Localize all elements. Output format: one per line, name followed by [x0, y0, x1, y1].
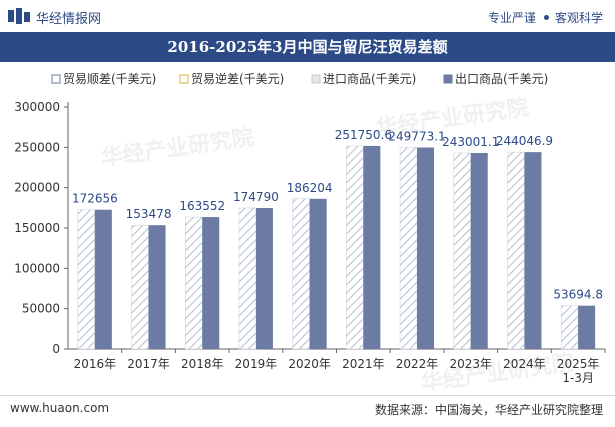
bar-exports	[524, 152, 542, 349]
data-label: 249773.1	[388, 130, 445, 144]
y-tick-label: 100000	[14, 261, 60, 275]
legend-swatch	[311, 74, 321, 84]
slogan-right: 客观科学	[554, 11, 603, 25]
bar-trade-surplus	[399, 147, 418, 350]
legend-label: 贸易顺差(千美元)	[63, 72, 156, 86]
bar-trade-surplus	[131, 224, 149, 350]
bar-trade-surplus	[453, 152, 471, 350]
data-label: 174790	[233, 190, 279, 204]
bar-chart: 贸易顺差(千美元) 贸易逆差(千美元) 进口商品(千美元) 出口商品(千美元) 0 50…	[14, 71, 606, 385]
y-tick-label: 200000	[14, 181, 60, 195]
y-tick-label: 150000	[14, 221, 60, 235]
data-label: 186204	[287, 181, 333, 195]
legend-item: 进口商品(千美元)	[311, 71, 416, 86]
bullet-icon	[543, 15, 549, 20]
bar-exports	[578, 305, 596, 349]
bar-exports	[470, 152, 488, 349]
legend-item: 贸易顺差(千美元)	[51, 72, 156, 86]
bar-exports	[363, 145, 381, 349]
bar-trade-surplus	[346, 145, 364, 350]
legend-swatch	[51, 74, 61, 84]
x-tick-label: 2021年	[342, 357, 385, 371]
bar-trade-surplus	[77, 209, 96, 350]
data-label: 163552	[179, 199, 225, 213]
bar-trade-surplus	[507, 151, 525, 350]
data-label: 244046.9	[496, 134, 553, 148]
y-axis: 0 50000 100000 150000 200000 250000 300000	[14, 100, 69, 356]
y-tick-label: 0	[52, 342, 60, 356]
legend-swatch	[179, 74, 189, 84]
logo-icon	[8, 8, 30, 24]
slogan: 专业严谨 客观科学	[488, 9, 603, 26]
bar-exports	[202, 217, 220, 349]
footer-divider	[0, 395, 615, 396]
bar-trade-surplus	[292, 198, 310, 350]
legend-label: 出口商品(千美元)	[455, 71, 548, 86]
brand-name: 华经情报网	[36, 12, 102, 27]
chart-title: 2016-2025年3月中国与留尼汪贸易差额	[167, 38, 448, 56]
data-label: 172656	[72, 192, 118, 206]
x-axis: 2016年 2017年 2018年 2019年 2020年 2021年 2022年 2023年…	[68, 348, 606, 385]
bar-exports	[255, 208, 273, 349]
x-tick-label: 2020年	[288, 357, 331, 371]
footer-source: 数据来源：中国海关，华经产业研究院整理	[374, 403, 603, 417]
bar-trade-surplus	[185, 216, 203, 350]
legend-item: 贸易逆差(千美元)	[179, 71, 284, 86]
data-label: 251750.6	[335, 128, 392, 142]
data-label: 243001.1	[442, 135, 499, 149]
slogan-left: 专业严谨	[487, 11, 536, 25]
data-label: 153478	[126, 207, 172, 221]
x-tick-label: 2018年	[181, 357, 224, 371]
y-tick-label: 300000	[14, 100, 60, 114]
y-tick-label: 50000	[22, 302, 60, 316]
bar-exports	[309, 198, 327, 349]
x-tick-label: 2024年	[503, 357, 546, 371]
footer-url[interactable]: www.huaon.com	[10, 401, 110, 415]
legend: 贸易顺差(千美元) 贸易逆差(千美元) 进口商品(千美元) 出口商品(千美元)	[51, 71, 548, 86]
data-label: 53694.8	[553, 288, 603, 302]
bar-exports	[94, 209, 112, 349]
legend-label: 进口商品(千美元)	[323, 71, 416, 86]
title-bar: 2016-2025年3月中国与留尼汪贸易差额	[0, 32, 615, 62]
x-tick-label: 2019年	[235, 357, 278, 371]
x-tick-label: 2016年	[74, 357, 117, 371]
x-tick-label: 2025年 1-3月	[557, 357, 600, 385]
x-tick-label: 2017年	[127, 357, 170, 371]
bar-trade-surplus	[560, 305, 579, 350]
legend-swatch	[443, 74, 453, 84]
bar-exports	[417, 147, 435, 349]
y-tick-label: 250000	[14, 140, 60, 154]
x-tick-label: 2022年	[396, 357, 439, 371]
x-tick-label: 2023年	[449, 357, 492, 371]
legend-label: 贸易逆差(千美元)	[191, 71, 284, 86]
bars	[77, 145, 596, 350]
bar-trade-surplus	[238, 207, 257, 350]
top-bar: 华经情报网 专业严谨 客观科学	[0, 0, 615, 32]
legend-item: 出口商品(千美元)	[443, 71, 548, 86]
bar-exports	[148, 225, 166, 349]
data-labels: 172656153478163552174790186204251750.624…	[72, 128, 603, 302]
